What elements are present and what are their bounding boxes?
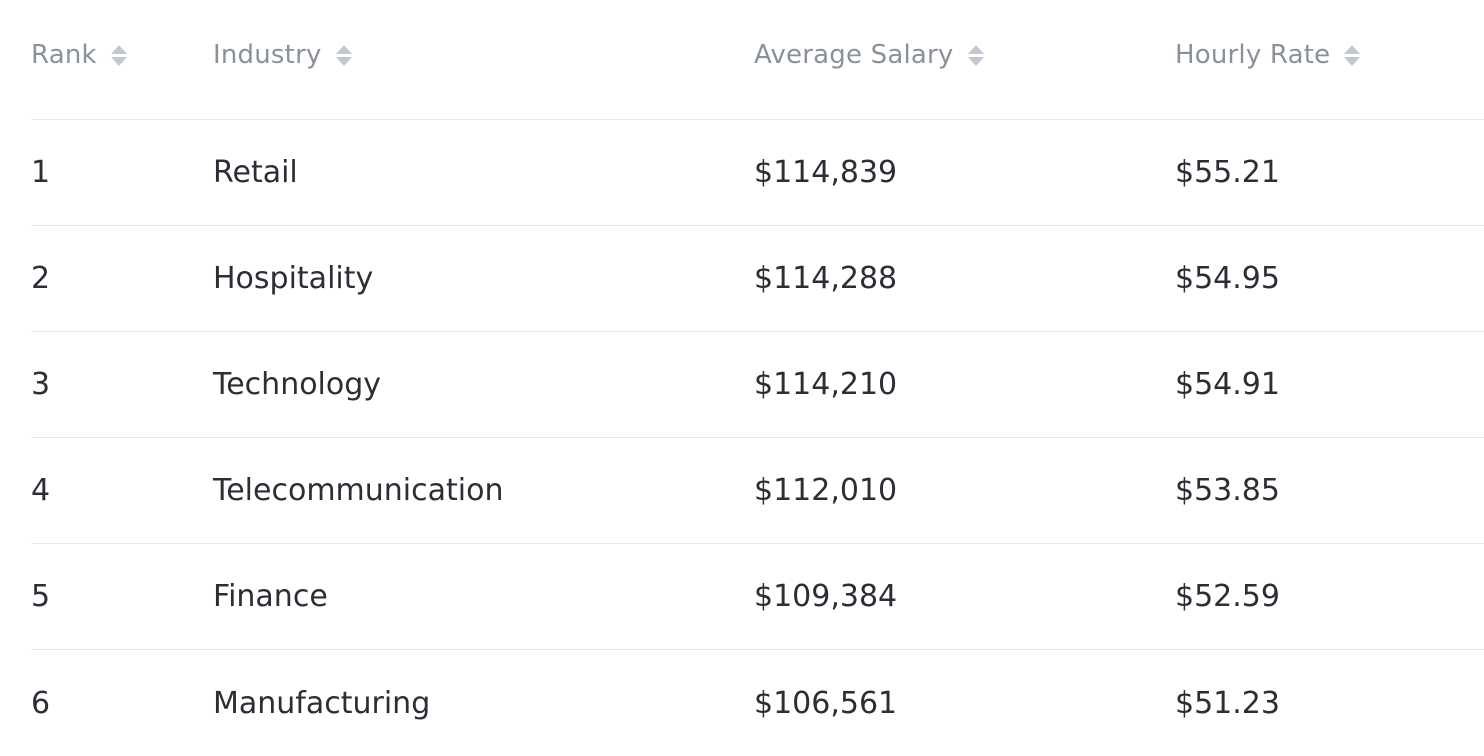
average-salary-cell: $106,561: [754, 685, 898, 721]
average-salary-cell: $114,839: [754, 155, 898, 190]
rank-cell: 6: [31, 685, 51, 721]
salary-table: Rank Industry Average Salary Hourly Rate…: [31, 14, 1484, 756]
average-salary-cell: $109,384: [754, 579, 898, 614]
hourly-rate-cell: $53.85: [1175, 473, 1280, 508]
column-header-industry[interactable]: Industry: [213, 0, 352, 110]
sort-icon[interactable]: [110, 42, 127, 68]
sort-icon[interactable]: [967, 42, 984, 68]
industry-cell: Manufacturing: [213, 685, 431, 721]
sort-icon[interactable]: [1344, 42, 1361, 68]
column-header-hourly-rate[interactable]: Hourly Rate: [1175, 0, 1361, 110]
industry-cell: Retail: [213, 155, 298, 190]
column-header-label: Hourly Rate: [1175, 40, 1331, 70]
table-row: 6 Manufacturing $106,561 $51.23: [31, 650, 1484, 756]
average-salary-cell: $114,288: [754, 261, 898, 296]
average-salary-cell: $114,210: [754, 367, 898, 402]
table-row: 5 Finance $109,384 $52.59: [31, 544, 1484, 650]
table-row: 4 Telecommunication $112,010 $53.85: [31, 438, 1484, 544]
rank-cell: 4: [31, 473, 51, 508]
hourly-rate-cell: $54.91: [1175, 367, 1280, 402]
rank-cell: 5: [31, 579, 51, 614]
column-header-average-salary[interactable]: Average Salary: [754, 0, 984, 110]
table-row: 2 Hospitality $114,288 $54.95: [31, 226, 1484, 332]
industry-cell: Finance: [213, 579, 328, 614]
column-header-label: Rank: [31, 40, 97, 70]
hourly-rate-cell: $52.59: [1175, 579, 1280, 614]
rank-cell: 3: [31, 367, 51, 402]
hourly-rate-cell: $55.21: [1175, 155, 1280, 190]
industry-cell: Hospitality: [213, 261, 374, 296]
column-header-label: Industry: [213, 40, 322, 70]
table-row: 1 Retail $114,839 $55.21: [31, 120, 1484, 226]
table-header: Rank Industry Average Salary Hourly Rate: [31, 14, 1484, 120]
rank-cell: 1: [31, 155, 51, 190]
sort-icon[interactable]: [335, 42, 352, 68]
hourly-rate-cell: $54.95: [1175, 261, 1280, 296]
column-header-label: Average Salary: [754, 40, 954, 70]
table-row: 3 Technology $114,210 $54.91: [31, 332, 1484, 438]
industry-cell: Telecommunication: [213, 473, 504, 508]
hourly-rate-cell: $51.23: [1175, 685, 1280, 721]
column-header-rank[interactable]: Rank: [31, 0, 127, 110]
average-salary-cell: $112,010: [754, 473, 898, 508]
industry-cell: Technology: [213, 367, 382, 402]
rank-cell: 2: [31, 261, 51, 296]
